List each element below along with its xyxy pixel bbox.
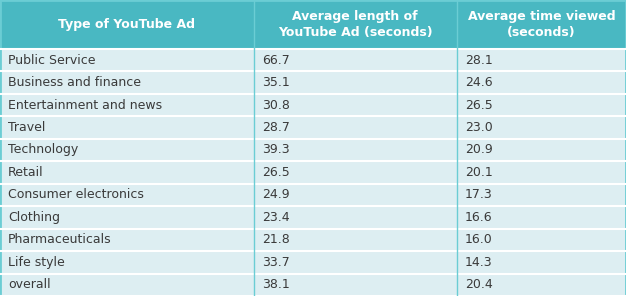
Text: 28.7: 28.7: [262, 121, 290, 134]
Bar: [0, 274, 254, 296]
Text: 21.8: 21.8: [262, 233, 289, 246]
Bar: [0, 139, 254, 161]
Text: Life style: Life style: [8, 256, 65, 269]
Bar: [0, 251, 254, 274]
Text: 26.5: 26.5: [465, 99, 493, 112]
Bar: [254, 274, 457, 296]
Text: 28.1: 28.1: [465, 54, 493, 67]
Bar: [0, 116, 254, 139]
Text: 35.1: 35.1: [262, 76, 289, 89]
Bar: [0, 161, 254, 184]
Text: Average length of
YouTube Ad (seconds): Average length of YouTube Ad (seconds): [278, 10, 433, 39]
Text: 17.3: 17.3: [465, 188, 493, 201]
Text: 20.4: 20.4: [465, 278, 493, 291]
Text: Public Service: Public Service: [8, 54, 96, 67]
Bar: [457, 206, 626, 229]
Text: 24.9: 24.9: [262, 188, 289, 201]
Text: 24.6: 24.6: [465, 76, 493, 89]
Text: 33.7: 33.7: [262, 256, 289, 269]
Text: 30.8: 30.8: [262, 99, 290, 112]
Bar: [457, 274, 626, 296]
Text: Travel: Travel: [8, 121, 46, 134]
Bar: [457, 184, 626, 206]
Bar: [254, 71, 457, 94]
Bar: [254, 139, 457, 161]
Bar: [0, 94, 254, 116]
Bar: [254, 49, 457, 71]
Bar: [254, 116, 457, 139]
Text: 16.6: 16.6: [465, 211, 493, 224]
Bar: [254, 94, 457, 116]
Bar: [457, 0, 626, 49]
Text: 23.0: 23.0: [465, 121, 493, 134]
Text: Type of YouTube Ad: Type of YouTube Ad: [58, 18, 195, 31]
Bar: [0, 184, 254, 206]
Bar: [0, 0, 254, 49]
Bar: [0, 49, 254, 71]
Bar: [457, 94, 626, 116]
Bar: [254, 229, 457, 251]
Bar: [0, 229, 254, 251]
Bar: [254, 0, 457, 49]
Text: Clothing: Clothing: [8, 211, 60, 224]
Text: 14.3: 14.3: [465, 256, 493, 269]
Text: Pharmaceuticals: Pharmaceuticals: [8, 233, 112, 246]
Bar: [457, 161, 626, 184]
Text: 23.4: 23.4: [262, 211, 289, 224]
Text: 39.3: 39.3: [262, 144, 289, 157]
Text: Average time viewed
(seconds): Average time viewed (seconds): [468, 10, 615, 39]
Bar: [254, 161, 457, 184]
Text: Retail: Retail: [8, 166, 44, 179]
Bar: [254, 184, 457, 206]
Text: Business and finance: Business and finance: [8, 76, 141, 89]
Text: 16.0: 16.0: [465, 233, 493, 246]
Text: 66.7: 66.7: [262, 54, 289, 67]
Text: 26.5: 26.5: [262, 166, 289, 179]
Text: 20.9: 20.9: [465, 144, 493, 157]
Bar: [457, 139, 626, 161]
Bar: [457, 49, 626, 71]
Bar: [457, 229, 626, 251]
Text: 38.1: 38.1: [262, 278, 289, 291]
Text: Consumer electronics: Consumer electronics: [8, 188, 144, 201]
Bar: [457, 116, 626, 139]
Bar: [0, 206, 254, 229]
Text: Entertainment and news: Entertainment and news: [8, 99, 162, 112]
Text: Technology: Technology: [8, 144, 78, 157]
Bar: [457, 251, 626, 274]
Text: 20.1: 20.1: [465, 166, 493, 179]
Bar: [254, 206, 457, 229]
Text: overall: overall: [8, 278, 51, 291]
Bar: [0, 71, 254, 94]
Bar: [457, 71, 626, 94]
Bar: [254, 251, 457, 274]
